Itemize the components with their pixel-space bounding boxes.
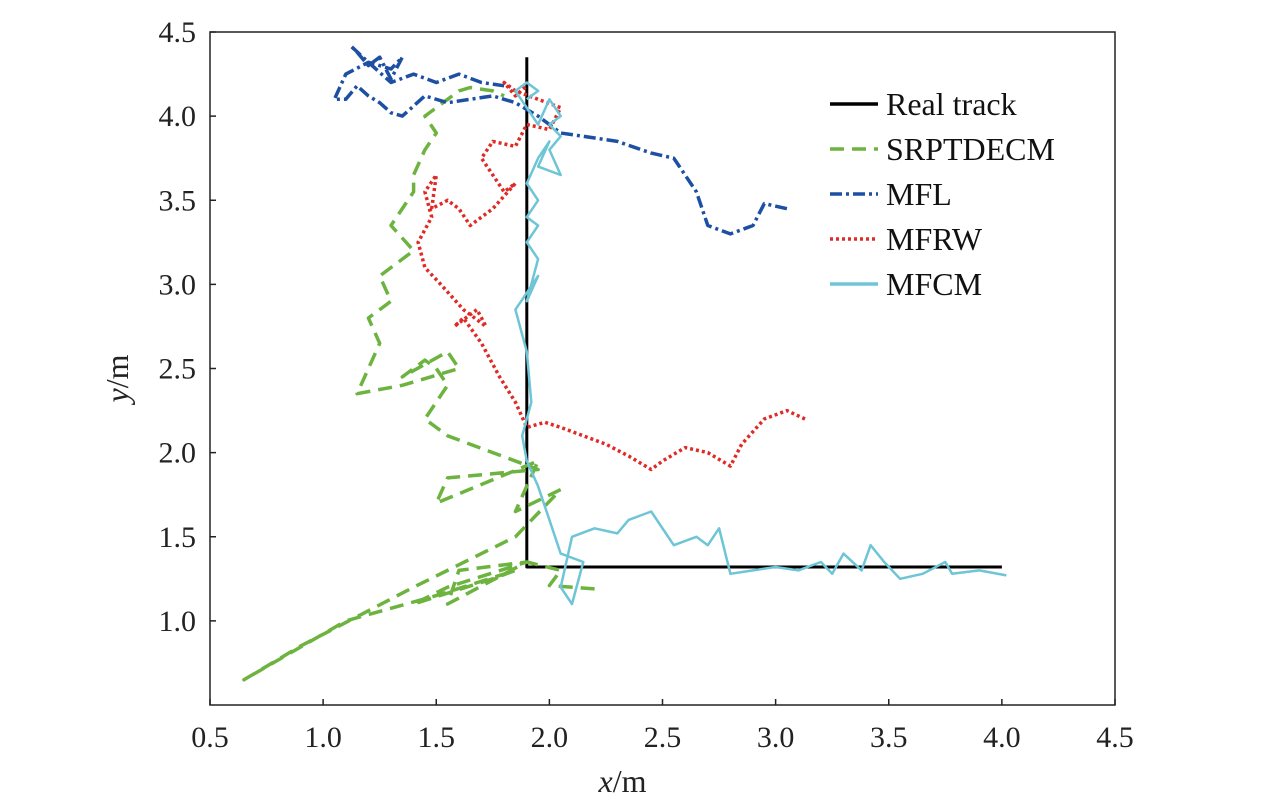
y-tick-label: 3.5 — [159, 184, 197, 217]
series-line-mfl — [332, 43, 788, 236]
legend-label: Real track — [886, 86, 1017, 122]
y-tick-label: 1.0 — [159, 605, 197, 638]
y-axis-label: y/m — [99, 354, 135, 405]
y-tick-label: 4.5 — [159, 16, 197, 49]
x-tick-label: 4.0 — [983, 721, 1021, 754]
x-tick-label: 1.5 — [418, 721, 456, 754]
series-line-mfcm — [514, 81, 1007, 606]
legend-label: MFRW — [886, 221, 983, 257]
x-tick-label: 1.0 — [304, 721, 342, 754]
legend: Real track SRPTDECM MFL MFRW MFCM — [830, 86, 1055, 302]
y-tick-label: 2.5 — [159, 353, 197, 386]
y-tick-label: 4.0 — [159, 100, 197, 133]
x-tick-label: 3.0 — [757, 721, 795, 754]
x-tick-label: 0.5 — [191, 721, 229, 754]
x-tick-label: 4.5 — [1096, 721, 1134, 754]
series-line-srptdecm — [242, 85, 595, 682]
y-tick-label: 1.5 — [159, 521, 197, 554]
x-tick-label: 3.5 — [870, 721, 908, 754]
x-axis-label: x/m — [598, 763, 647, 799]
series-layer — [242, 43, 1007, 682]
y-tick-label: 3.0 — [159, 268, 197, 301]
axes-layer: 0.5 1.0 1.5 2.0 2.5 3.0 3.5 4.0 4.5 1.0 1.5 2.0 2.5 3… — [99, 16, 1134, 799]
legend-label: MFCM — [886, 266, 982, 302]
x-tick-label: 2.5 — [644, 721, 682, 754]
y-tick-label: 2.0 — [159, 437, 197, 470]
series-line-real-track — [525, 57, 1002, 569]
legend-label: MFL — [886, 176, 952, 212]
legend-label: SRPTDECM — [886, 131, 1055, 167]
x-tick-label: 2.0 — [531, 721, 569, 754]
